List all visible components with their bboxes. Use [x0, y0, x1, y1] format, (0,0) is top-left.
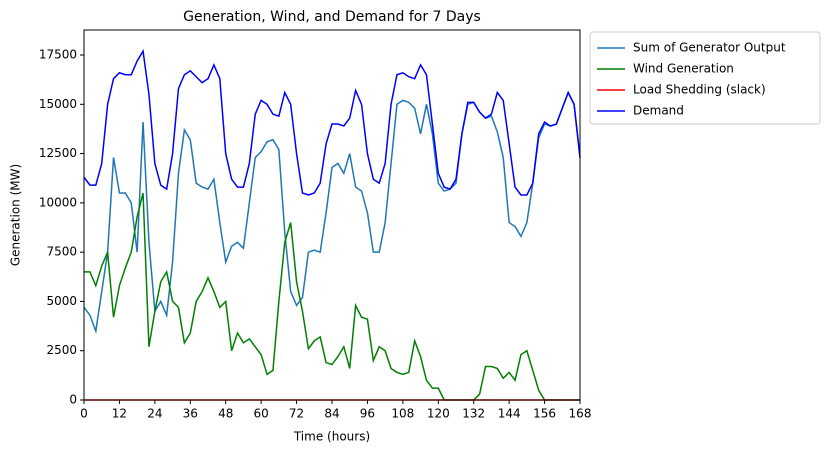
- y-tick-label: 15000: [39, 97, 77, 111]
- legend-label: Demand: [633, 104, 684, 118]
- x-tick-label: 48: [218, 407, 233, 421]
- series-line: [83, 90, 581, 334]
- y-tick-label: 0: [69, 393, 77, 407]
- y-axis-label: Generation (MW): [9, 164, 23, 266]
- x-tick-label: 156: [533, 407, 556, 421]
- series-line: [84, 192, 580, 401]
- y-tick-label: 17500: [39, 48, 77, 62]
- x-tick-label: 144: [498, 407, 521, 421]
- x-tick-label: 168: [569, 407, 592, 421]
- x-tick-label: 0: [80, 407, 88, 421]
- legend-label: Wind Generation: [633, 62, 734, 76]
- series-line: [83, 48, 581, 196]
- chart-title: Generation, Wind, and Demand for 7 Days: [183, 9, 481, 25]
- x-tick-label: 84: [324, 407, 339, 421]
- x-tick-label: 132: [462, 407, 485, 421]
- x-tick-label: 120: [427, 407, 450, 421]
- x-tick-label: 60: [254, 407, 269, 421]
- x-axis-label: Time (hours): [293, 430, 370, 444]
- legend-label: Sum of Generator Output: [633, 41, 786, 55]
- legend-label: Load Shedding (slack): [633, 83, 766, 97]
- x-tick-label: 24: [147, 407, 162, 421]
- x-tick-label: 36: [183, 407, 198, 421]
- x-tick-label: 72: [289, 407, 304, 421]
- x-tick-label: 12: [112, 407, 127, 421]
- y-tick-label: 12500: [39, 146, 77, 160]
- y-tick-label: 2500: [46, 343, 77, 357]
- x-tick-label: 96: [360, 407, 375, 421]
- y-tick-label: 10000: [39, 195, 77, 209]
- plot-frame: [83, 29, 581, 401]
- legend: Sum of Generator Output Wind Generation Lo…: [589, 31, 821, 125]
- legend-box: [589, 31, 821, 125]
- y-tick-label: 5000: [46, 294, 77, 308]
- x-tick-label: 108: [391, 407, 414, 421]
- y-tick-label: 7500: [46, 245, 77, 259]
